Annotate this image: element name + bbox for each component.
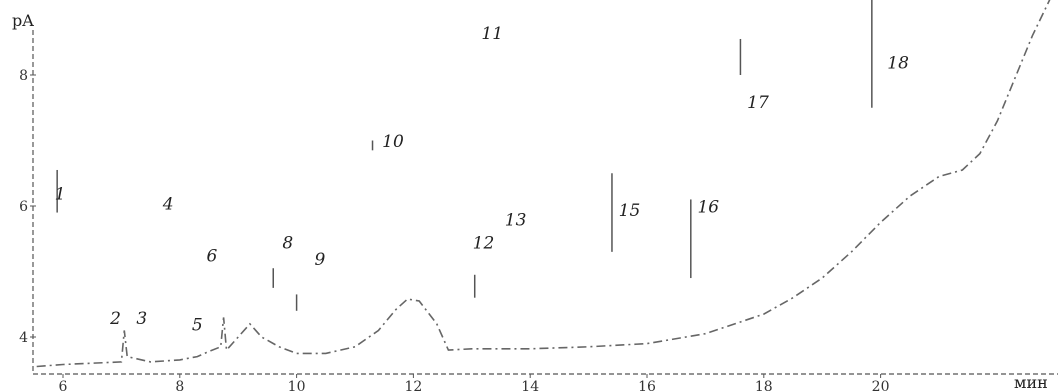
x-tick-label: 14 — [521, 379, 539, 392]
y-tick-label: 4 — [19, 330, 28, 346]
peak-label: 12 — [473, 234, 495, 254]
peak-label: 2 — [109, 309, 121, 329]
x-axis-label: мин — [1014, 373, 1048, 392]
x-tick-label: 12 — [404, 379, 422, 392]
peak-label: 18 — [887, 53, 909, 73]
chromatogram-trace — [36, 0, 1051, 368]
peak-label: 10 — [382, 132, 404, 152]
axes: pA мин — [12, 11, 1058, 392]
peak-label: 9 — [315, 250, 326, 270]
x-tick-label: 16 — [638, 379, 656, 392]
peak-label: 15 — [619, 201, 641, 221]
tick-group: 681012141618204682012 — [19, 68, 890, 392]
y-tick-label: 6 — [19, 199, 28, 215]
series-group — [36, 0, 1051, 368]
peak-label: 1 — [55, 184, 66, 204]
peak-label: 8 — [282, 234, 293, 254]
peak-label: 13 — [505, 211, 527, 231]
peak-label-group: 12345678910111213141516171819 — [55, 24, 909, 335]
peak-label: 6 — [207, 247, 218, 267]
x-tick-label: 10 — [288, 379, 306, 392]
y-tick-label: 8 — [19, 68, 28, 84]
x-tick-label: 20 — [872, 379, 890, 392]
x-tick-label: 18 — [755, 379, 773, 392]
x-tick-label: 8 — [175, 379, 184, 392]
spike-group — [56, 0, 873, 311]
peak-label: 17 — [747, 93, 769, 113]
peak-label: 5 — [192, 315, 203, 335]
peak-label: 16 — [697, 198, 719, 218]
peak-label: 11 — [481, 24, 503, 44]
peak-label: 3 — [136, 309, 147, 329]
y-axis-label: pA — [12, 11, 34, 30]
peak-label: 4 — [162, 194, 174, 214]
x-tick-label: 6 — [59, 379, 68, 392]
